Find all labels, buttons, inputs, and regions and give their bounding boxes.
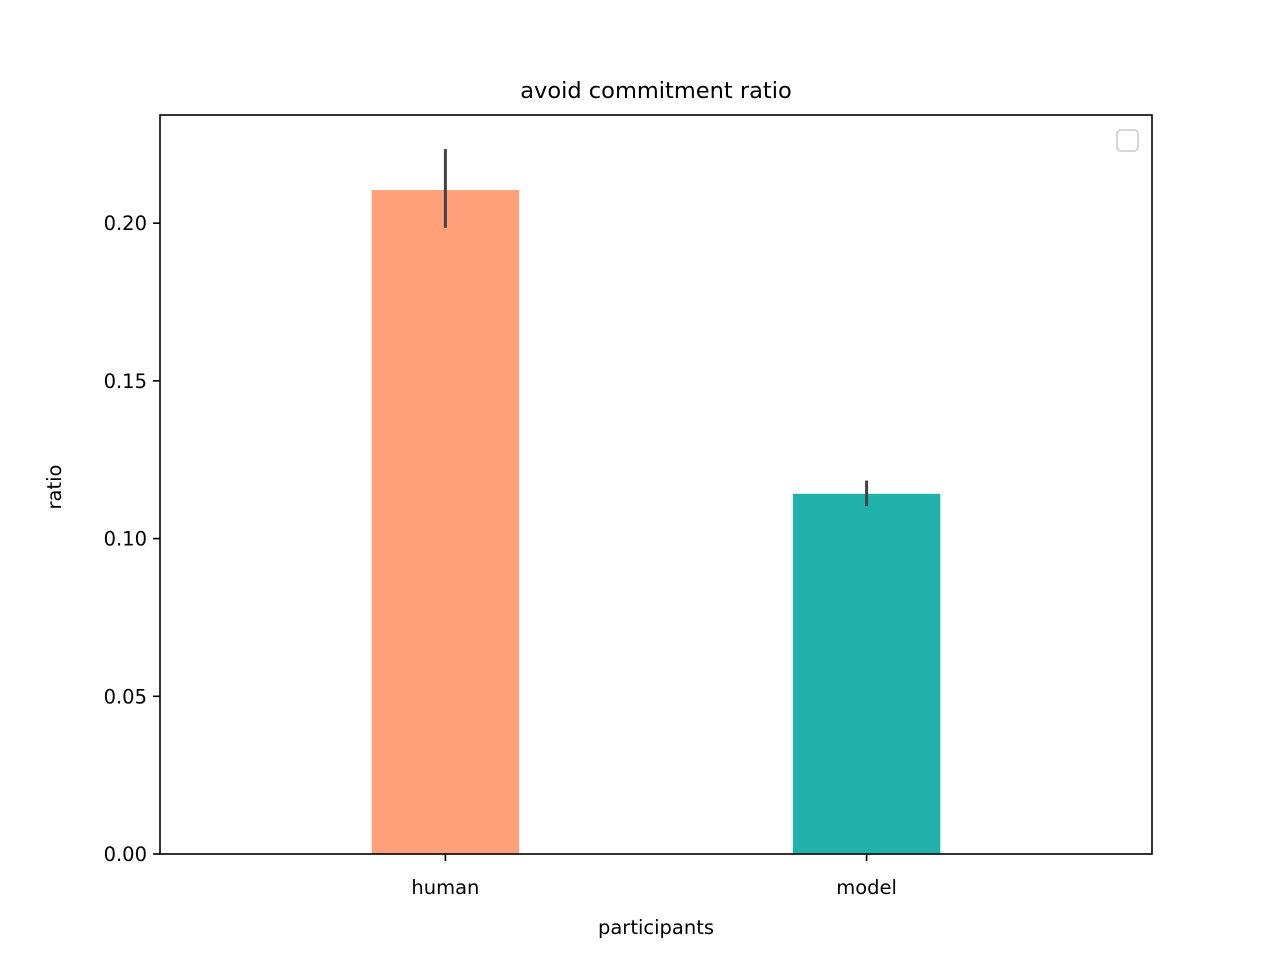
y-tick-label: 0.00 (104, 843, 147, 866)
y-tick-label: 0.20 (104, 212, 147, 235)
error-bars-layer (443, 149, 869, 507)
bar-human (371, 190, 520, 854)
y-tick-label: 0.05 (104, 685, 147, 708)
legend-box (1116, 129, 1139, 152)
y-axis: 0.00 0.05 0.10 0.15 0.20 (104, 212, 160, 866)
y-tick-label: 0.10 (104, 528, 147, 551)
x-axis-label: participants (598, 916, 714, 939)
x-tick-label: model (836, 876, 897, 899)
bars-layer (371, 190, 941, 854)
x-tick-label: human (411, 876, 479, 899)
bar-model (792, 493, 941, 854)
plot-area-frame (159, 114, 1153, 855)
y-tick-label: 0.15 (104, 370, 147, 393)
y-axis-label: ratio (43, 465, 66, 510)
chart-title: avoid commitment ratio (520, 78, 791, 104)
x-axis: human model (411, 854, 897, 899)
